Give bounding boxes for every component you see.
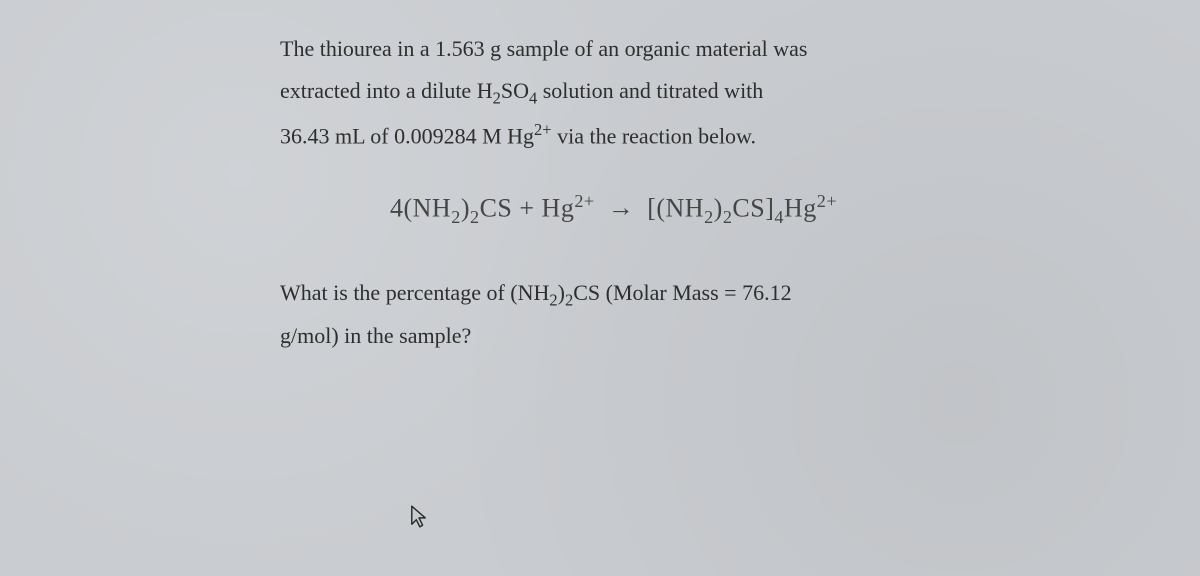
reaction-equation: 4(NH2)2CS + Hg2+ → [(NH2)2CS]4Hg2+ (390, 191, 980, 228)
question-text: What is the percentage of (NH2)2CS (Mola… (280, 272, 980, 358)
subscript: 2 (549, 290, 557, 309)
subscript: 2 (451, 207, 461, 227)
subscript: 2 (565, 290, 573, 309)
subscript: 2 (493, 88, 501, 107)
problem-content: The thiourea in a 1.563 g sample of an o… (280, 28, 980, 357)
subscript: 2 (470, 207, 480, 227)
text: CS] (732, 193, 774, 222)
unit: mL (330, 123, 365, 148)
subscript: 2 (723, 207, 733, 227)
molar-mass-value: 76.12 (742, 280, 792, 305)
text: g/mol) in the sample? (280, 323, 471, 348)
text: ) (558, 280, 565, 305)
subscript: 2 (704, 207, 714, 227)
text: (NH (404, 193, 452, 222)
text: via the reaction below. (552, 123, 756, 148)
superscript: 2+ (817, 191, 837, 211)
superscript: 2+ (534, 120, 552, 139)
text: g sample of an organic material was (485, 36, 808, 61)
coefficient: 4 (390, 193, 404, 222)
text: What is the percentage of (NH (280, 280, 549, 305)
problem-statement: The thiourea in a 1.563 g sample of an o… (280, 28, 980, 157)
text: M Hg (477, 123, 534, 148)
titrant-volume-value: 36.43 (280, 123, 330, 148)
subscript: 4 (529, 88, 537, 107)
text: [(NH (647, 193, 704, 222)
subscript: 4 (774, 207, 784, 227)
reaction-arrow-icon: → (608, 193, 635, 223)
text: of (365, 123, 394, 148)
titrant-molarity-value: 0.009284 (394, 123, 477, 148)
text: extracted into a dilute H (280, 78, 493, 103)
text: ) (461, 193, 470, 222)
text: Hg (784, 193, 817, 222)
text: ) (714, 193, 723, 222)
text: CS (Molar Mass = (573, 280, 742, 305)
text: CS + Hg (480, 193, 575, 222)
sample-mass-value: 1.563 (435, 36, 485, 61)
text: The thiourea in a (280, 36, 435, 61)
text: solution and titrated with (537, 78, 763, 103)
superscript: 2+ (574, 191, 594, 211)
pointer-cursor-icon (410, 504, 428, 530)
text: SO (501, 78, 529, 103)
